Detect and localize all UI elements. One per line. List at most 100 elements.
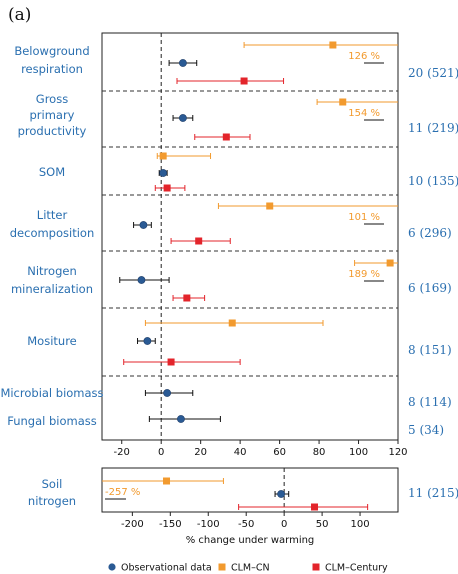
data-point bbox=[170, 237, 231, 245]
data-point bbox=[156, 152, 212, 160]
marker-clm-century bbox=[167, 358, 175, 366]
category-label-microbial: Microbial biomass bbox=[0, 386, 103, 400]
marker-observational bbox=[177, 415, 185, 423]
x-tick-label: 100 bbox=[351, 519, 370, 530]
category-label-line: Microbial biomass bbox=[0, 386, 103, 400]
legend-marker-clm-cn bbox=[218, 563, 226, 571]
sample-count: 8 (151) bbox=[408, 343, 452, 357]
category-label-belowground: Belowground respiration bbox=[14, 44, 89, 76]
data-point bbox=[137, 337, 156, 345]
sample-count: 5 (34) bbox=[408, 423, 444, 437]
data-point bbox=[154, 184, 186, 192]
category-label-soiln: Soil nitrogen bbox=[28, 477, 76, 508]
marker-clm-century bbox=[183, 294, 191, 302]
marker-clm-century bbox=[240, 77, 248, 85]
legend-marker-clm-century bbox=[312, 563, 320, 571]
x-axis-label: % change under warming bbox=[186, 535, 315, 546]
data-point bbox=[119, 276, 170, 284]
marker-observational bbox=[143, 337, 152, 345]
legend-label: CLM–Century bbox=[325, 563, 388, 574]
marker-clm-century bbox=[163, 184, 171, 192]
marker-observational bbox=[163, 389, 172, 397]
data-point bbox=[158, 169, 168, 177]
sample-count: 11 (215) bbox=[408, 486, 458, 500]
category-label-line: SOM bbox=[39, 165, 65, 179]
data-point bbox=[123, 358, 241, 366]
legend: Observational data CLM–CN CLM–Century bbox=[108, 563, 388, 574]
off-scale-annotation: 189 % bbox=[348, 269, 380, 280]
plot-frame bbox=[101, 467, 399, 513]
category-label-line: nitrogen bbox=[28, 494, 76, 508]
category-label-litter: Litter decomposition bbox=[10, 208, 95, 240]
data-point bbox=[144, 319, 324, 327]
sample-count: 20 (521) bbox=[408, 66, 458, 80]
x-tick-label: -20 bbox=[114, 447, 130, 458]
sample-count: 11 (219) bbox=[408, 121, 458, 135]
category-label-line: Nitrogen bbox=[27, 264, 76, 278]
category-label-fungal: Fungal biomass bbox=[7, 414, 97, 428]
data-point bbox=[172, 294, 206, 302]
marker-observational bbox=[277, 490, 286, 498]
sample-count: 8 (114) bbox=[408, 395, 452, 409]
data-point bbox=[168, 59, 198, 67]
category-label-line: Mositure bbox=[27, 334, 77, 348]
category-label-line: decomposition bbox=[10, 226, 95, 240]
sample-count: 10 (135) bbox=[408, 174, 458, 188]
off-scale-annotation: 154 % bbox=[348, 108, 380, 119]
data-point bbox=[144, 389, 194, 397]
off-scale-annotation: -257 % bbox=[105, 487, 140, 498]
sample-count: 6 (296) bbox=[408, 226, 452, 240]
marker-clm-century bbox=[195, 237, 203, 245]
x-tick-label: -200 bbox=[121, 519, 144, 530]
category-label-moisture: Mositure bbox=[27, 334, 77, 348]
category-label-line: mineralization bbox=[11, 282, 93, 296]
x-tick-label: 100 bbox=[349, 447, 368, 458]
data-point bbox=[238, 503, 369, 511]
category-label-line: Litter bbox=[37, 208, 68, 222]
bottom-panel: -200 -150 -100 -50 0 50 100 % change under warm… bbox=[28, 467, 458, 546]
x-tick-label: 60 bbox=[273, 447, 286, 458]
plot-frame bbox=[101, 32, 399, 441]
category-label-som: SOM bbox=[39, 165, 65, 179]
category-label-nmin: Nitrogen mineralization bbox=[11, 264, 93, 296]
x-tick-label: 50 bbox=[316, 519, 329, 530]
marker-observational bbox=[137, 276, 146, 284]
marker-clm-cn bbox=[228, 319, 236, 327]
marker-clm-century bbox=[222, 133, 230, 141]
x-tick-label: 20 bbox=[194, 447, 207, 458]
marker-clm-cn bbox=[159, 152, 167, 160]
category-label-line: Fungal biomass bbox=[7, 414, 97, 428]
data-point: 126 % bbox=[243, 41, 398, 64]
data-point bbox=[176, 77, 285, 85]
legend-label: Observational data bbox=[121, 563, 212, 574]
off-scale-annotation: 126 % bbox=[348, 51, 380, 62]
category-label-line: Soil bbox=[42, 477, 63, 491]
data-point bbox=[194, 133, 251, 141]
marker-clm-cn bbox=[266, 202, 274, 210]
off-scale-annotation: 101 % bbox=[348, 212, 380, 223]
category-label-line: Gross bbox=[36, 92, 68, 106]
marker-observational bbox=[139, 221, 148, 229]
data-point bbox=[148, 415, 221, 423]
legend-marker-observational bbox=[108, 563, 116, 571]
sample-count: 6 (169) bbox=[408, 281, 452, 295]
x-tick-label: 80 bbox=[313, 447, 326, 458]
data-point: 101 % bbox=[217, 202, 398, 225]
legend-label: CLM–CN bbox=[231, 563, 270, 574]
data-point bbox=[133, 221, 152, 229]
x-tick-label: -150 bbox=[159, 519, 182, 530]
x-tick-label: -100 bbox=[197, 519, 220, 530]
marker-clm-cn bbox=[329, 41, 337, 49]
marker-observational bbox=[159, 169, 168, 177]
marker-observational bbox=[179, 59, 187, 67]
top-panel: -20 0 20 40 60 80 100 120 Belowground respiration… bbox=[0, 32, 458, 458]
category-label-line: Belowground bbox=[14, 44, 89, 58]
data-point: 189 % bbox=[348, 259, 398, 282]
category-label-line: respiration bbox=[21, 62, 83, 76]
data-point bbox=[172, 114, 194, 122]
marker-clm-cn bbox=[163, 477, 171, 485]
x-tick-label: 40 bbox=[234, 447, 247, 458]
data-point: -257 % bbox=[102, 477, 224, 500]
marker-clm-cn bbox=[339, 98, 347, 106]
